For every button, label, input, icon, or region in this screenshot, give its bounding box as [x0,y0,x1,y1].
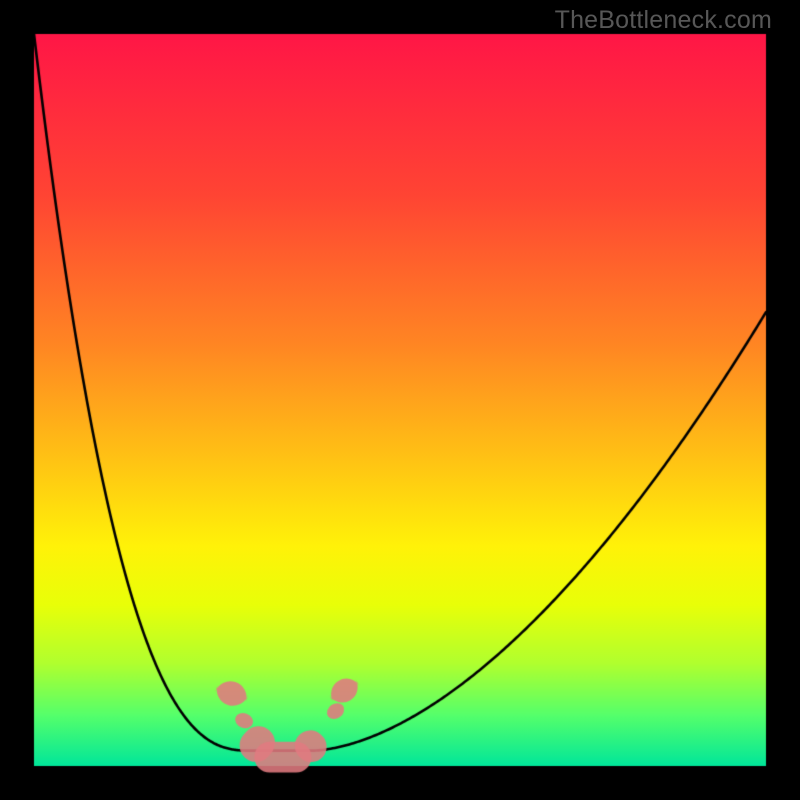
chart-stage: TheBottleneck.com [0,0,800,800]
watermark-text: TheBottleneck.com [555,6,772,35]
bottleneck-chart [0,0,800,800]
